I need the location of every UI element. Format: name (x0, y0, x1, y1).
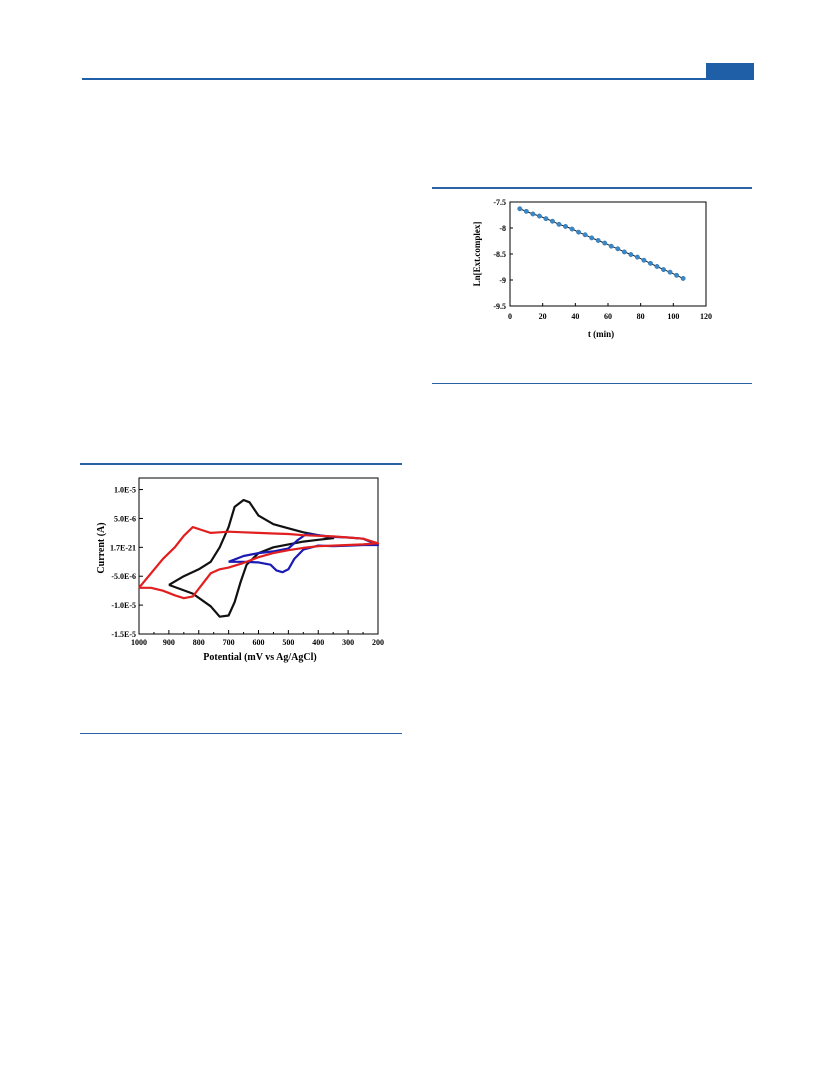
data-point (654, 264, 660, 269)
data-point (536, 213, 542, 219)
data-point (680, 275, 686, 281)
data-point (563, 223, 568, 229)
y-tick-label: 5.0E-6 (114, 514, 136, 523)
cyclic-voltammogram-chart: 1000 900 800 700 600 500 400 300 200 1.0E-5 5.0E-6… (96, 477, 384, 663)
data-point (550, 218, 555, 224)
x-tick-label: 60 (604, 312, 612, 321)
data-point (523, 208, 529, 214)
data-point (556, 221, 562, 227)
cv-series-line-3 (138, 525, 380, 600)
data-point (674, 272, 680, 278)
page-tab-badge (706, 63, 754, 78)
y-tick-label: -8.5 (493, 250, 506, 259)
y-axis-label: Ln[Ext.complex] (472, 222, 482, 287)
x-tick-label: 1000 (131, 638, 147, 647)
data-point (608, 243, 614, 249)
data-point (569, 226, 575, 232)
data-point (661, 267, 666, 273)
x-axis-label: t (min) (588, 329, 614, 339)
data-point (634, 254, 640, 260)
x-tick-label: 120 (700, 312, 712, 321)
data-point (530, 211, 536, 217)
x-tick-label: 40 (571, 312, 579, 321)
figure2-top-rule (432, 187, 752, 189)
x-tick-label: 300 (342, 638, 354, 647)
data-point (648, 260, 653, 266)
header-rule (82, 78, 754, 80)
x-axis-label: Potential (mV vs Ag/AgCl) (203, 652, 316, 663)
x-tick-label: 500 (282, 638, 294, 647)
data-point (621, 249, 627, 255)
figure1-bottom-rule (80, 733, 402, 734)
y-tick-label: -8 (499, 224, 506, 233)
x-tick-label: 80 (637, 312, 645, 321)
data-point (615, 246, 621, 252)
data-point (517, 206, 523, 212)
x-tick-label: 600 (253, 638, 265, 647)
y-tick-label: -9.5 (493, 302, 506, 311)
y-axis-label: Current (A) (96, 522, 107, 573)
data-point (589, 235, 595, 241)
y-tick-label: 1.0E-5 (114, 486, 136, 495)
y-tick-label: -1.0E-5 (111, 601, 136, 610)
x-tick-label: 700 (223, 638, 235, 647)
y-tick-label: 1.7E-21 (110, 543, 136, 552)
x-tick-label: 20 (539, 312, 547, 321)
data-point (602, 240, 608, 246)
plot-frame (138, 477, 379, 635)
kinetics-scatter-chart: 0 20 40 60 80 100 120 -7.5 -8 -8.5 -9 -9.5 Ln[Ext.c… (472, 198, 712, 339)
cv-series-line-1 (168, 498, 335, 618)
x-tick-label: 100 (667, 312, 679, 321)
data-point (628, 252, 634, 257)
x-tick-label: 900 (163, 638, 175, 647)
data-point (595, 238, 601, 243)
data-point (641, 257, 647, 263)
figure1-top-rule (80, 463, 402, 465)
y-tick-label: -1.5E-5 (111, 630, 136, 639)
y-tick-label: -5.0E-6 (111, 572, 136, 581)
y-tick-label: -7.5 (493, 198, 506, 207)
cv-series-line-2 (228, 532, 380, 574)
data-point (582, 232, 588, 238)
figure2-bottom-rule (432, 383, 752, 384)
data-point (667, 269, 673, 275)
x-tick-label: 400 (312, 638, 324, 647)
x-tick-label: 800 (193, 638, 205, 647)
y-tick-label: -9 (499, 276, 506, 285)
x-tick-label: 0 (508, 312, 512, 321)
data-point (543, 216, 549, 222)
data-point (576, 229, 582, 235)
x-tick-label: 200 (372, 638, 384, 647)
